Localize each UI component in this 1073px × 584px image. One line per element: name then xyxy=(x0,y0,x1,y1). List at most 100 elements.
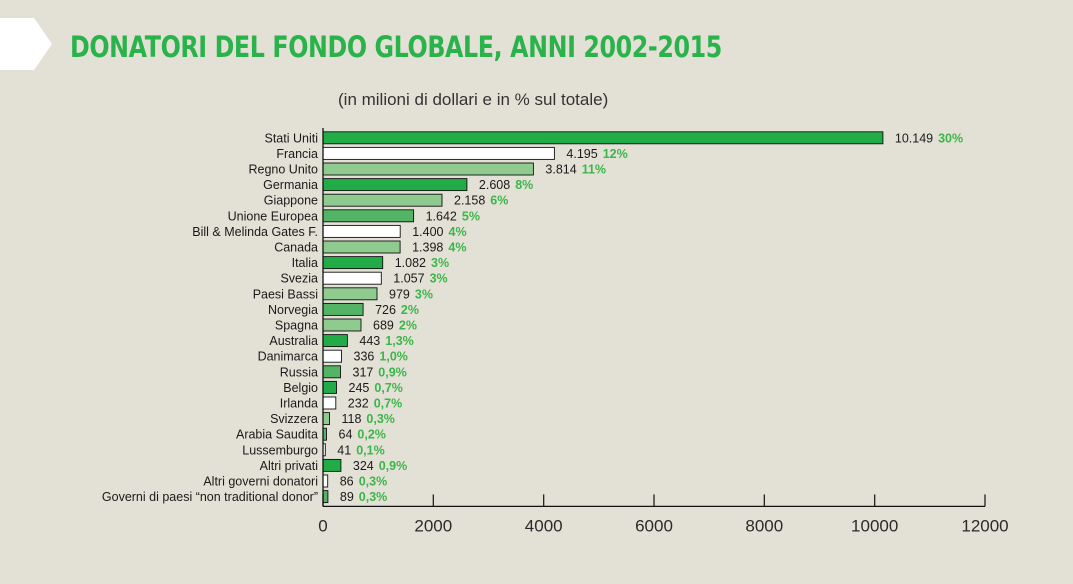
percent-label: 12% xyxy=(603,147,628,161)
percent-label: 30% xyxy=(938,131,963,145)
bar xyxy=(322,256,384,270)
value-label: 317 xyxy=(353,365,374,379)
percent-label: 2% xyxy=(401,303,419,317)
bar xyxy=(322,178,468,192)
category-label: Stati Uniti xyxy=(265,131,319,145)
category-label: Regno Unito xyxy=(249,163,319,177)
x-tick-label: 0 xyxy=(318,516,327,535)
value-label: 2.608 xyxy=(479,178,510,192)
category-label: Italia xyxy=(292,256,318,270)
percent-label: 0,7% xyxy=(374,381,403,395)
value-label: 118 xyxy=(342,412,362,426)
category-label: Germania xyxy=(263,178,318,192)
value-label: 64 xyxy=(339,428,353,442)
bar xyxy=(322,146,555,160)
x-tick-label: 6000 xyxy=(635,516,673,535)
percent-label: 3% xyxy=(431,256,449,270)
category-label: Norvegia xyxy=(268,303,318,317)
value-label: 3.814 xyxy=(545,163,576,177)
value-label: 324 xyxy=(353,459,374,473)
value-label: 726 xyxy=(375,303,396,317)
value-label: 443 xyxy=(359,334,380,348)
category-label: Paesi Bassi xyxy=(253,287,318,301)
percent-label: 4% xyxy=(448,241,466,255)
percent-label: 0,2% xyxy=(357,428,386,442)
percent-label: 0,1% xyxy=(356,443,385,457)
value-label: 10.149 xyxy=(895,131,933,145)
percent-label: 11% xyxy=(582,163,606,177)
bar xyxy=(322,302,364,316)
percent-label: 6% xyxy=(490,194,508,208)
category-label: Bill & Melinda Gates F. xyxy=(192,225,318,239)
value-label: 1.082 xyxy=(395,256,426,270)
bar xyxy=(322,490,329,504)
value-label: 689 xyxy=(373,319,394,333)
percent-label: 0,9% xyxy=(378,365,407,379)
bar xyxy=(322,271,382,285)
category-label: Lussemburgo xyxy=(242,443,318,457)
value-label: 979 xyxy=(389,287,410,301)
bar xyxy=(322,131,884,145)
category-label: Canada xyxy=(274,241,318,255)
bar xyxy=(322,412,330,426)
bar xyxy=(322,162,534,176)
category-label: Giappone xyxy=(264,194,318,208)
value-label: 1.398 xyxy=(412,241,443,255)
category-label: Svezia xyxy=(280,272,318,286)
category-label: Altri privati xyxy=(260,459,318,473)
percent-label: 0,9% xyxy=(379,459,408,473)
percent-label: 0,3% xyxy=(359,475,388,489)
bar xyxy=(322,380,337,394)
chart-title: DONATORI DEL FONDO GLOBALE, ANNI 2002-20… xyxy=(70,30,722,64)
value-label: 86 xyxy=(340,475,354,489)
percent-label: 0,3% xyxy=(366,412,395,426)
value-label: 245 xyxy=(349,381,370,395)
bar xyxy=(322,474,329,488)
value-label: 336 xyxy=(354,350,375,364)
category-label: Arabia Saudita xyxy=(236,428,318,442)
category-label: Russia xyxy=(280,365,318,379)
x-tick-label: 4000 xyxy=(525,516,563,535)
category-label: Spagna xyxy=(275,319,318,333)
category-label: Svizzera xyxy=(270,412,318,426)
percent-label: 0,7% xyxy=(374,397,403,411)
value-label: 1.400 xyxy=(412,225,443,239)
chart-subtitle: (in milioni di dollari e in % sul totale… xyxy=(338,90,609,109)
percent-label: 3% xyxy=(430,272,448,286)
category-label: Francia xyxy=(276,147,318,161)
bar xyxy=(322,396,337,410)
title-marker-shape xyxy=(0,18,52,70)
bar xyxy=(322,224,401,238)
category-label: Irlanda xyxy=(280,397,318,411)
bar xyxy=(322,458,342,472)
x-tick-label: 2000 xyxy=(414,516,452,535)
percent-label: 0,3% xyxy=(359,490,388,504)
value-label: 2.158 xyxy=(454,194,485,208)
bar xyxy=(322,365,341,379)
percent-label: 4% xyxy=(449,225,467,239)
percent-label: 1,0% xyxy=(379,350,408,364)
bar xyxy=(322,287,378,301)
value-label: 1.057 xyxy=(393,272,424,286)
percent-label: 2% xyxy=(399,319,417,333)
percent-label: 1,3% xyxy=(385,334,414,348)
percent-label: 3% xyxy=(415,287,433,301)
value-label: 4.195 xyxy=(566,147,597,161)
bar xyxy=(322,209,415,223)
bar xyxy=(322,240,401,254)
value-label: 1.642 xyxy=(426,209,457,223)
category-label: Altri governi donatori xyxy=(203,475,318,489)
bar xyxy=(322,334,348,348)
category-label: Unione Europea xyxy=(228,209,318,223)
category-label: Australia xyxy=(269,334,318,348)
category-label: Governi di paesi “non traditional donor” xyxy=(102,490,318,504)
percent-label: 5% xyxy=(462,209,480,223)
category-label: Danimarca xyxy=(258,350,318,364)
bar xyxy=(322,318,362,332)
x-tick-label: 12000 xyxy=(961,516,1008,535)
percent-label: 8% xyxy=(515,178,533,192)
bar xyxy=(322,193,443,207)
value-label: 41 xyxy=(337,443,351,457)
